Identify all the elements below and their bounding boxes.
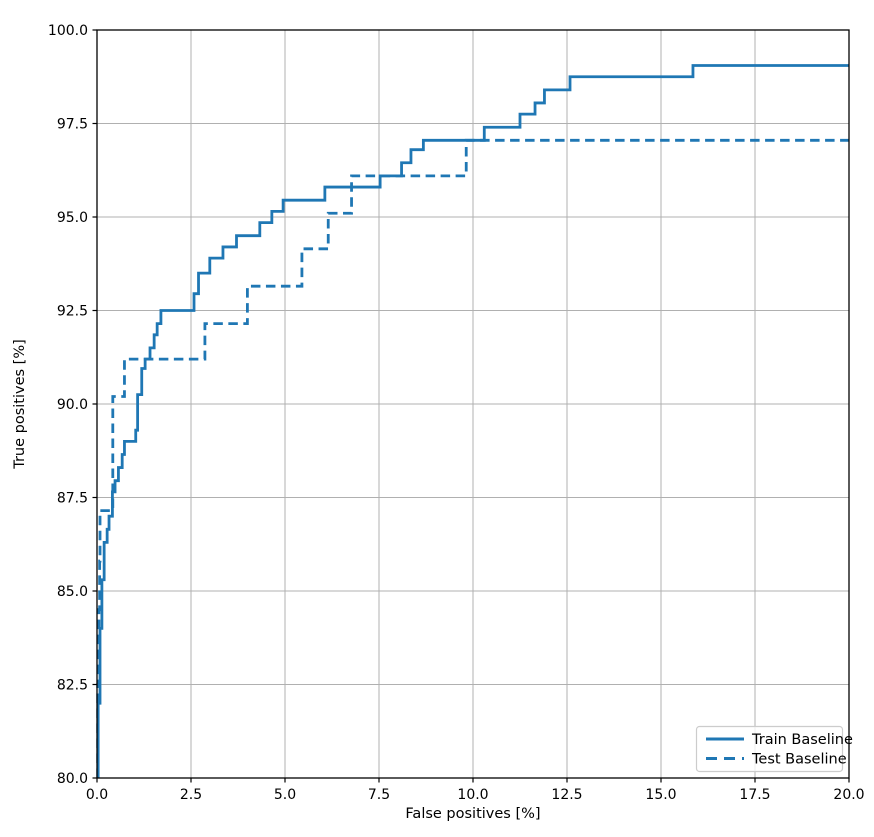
- y-tick-label: 97.5: [57, 117, 88, 133]
- x-tick-label: 0.0: [86, 787, 108, 803]
- x-tick-label: 5.0: [274, 787, 296, 803]
- y-tick-label: 85.0: [57, 584, 88, 600]
- legend-label: Test Baseline: [751, 752, 847, 768]
- y-tick-label: 95.0: [57, 210, 88, 226]
- y-tick-label: 92.5: [57, 304, 88, 320]
- x-tick-label: 15.0: [645, 787, 676, 803]
- x-axis-label: False positives [%]: [405, 806, 540, 822]
- train-baseline-line: [96, 64, 849, 778]
- x-tick-label: 7.5: [368, 787, 390, 803]
- legend: Train Baseline Test Baseline: [695, 725, 853, 773]
- grid: [96, 29, 850, 779]
- x-tick-label: 2.5: [180, 787, 202, 803]
- y-tick-label: 90.0: [57, 397, 88, 413]
- test-baseline-line: [96, 138, 849, 778]
- y-tick-label: 87.5: [57, 491, 88, 507]
- y-axis-label: True positives [%]: [12, 339, 28, 470]
- x-tick-label: 20.0: [833, 787, 864, 803]
- y-tick-label: 82.5: [57, 678, 88, 694]
- series-layer: [96, 64, 849, 778]
- y-tick-label: 80.0: [57, 771, 88, 787]
- x-tick-label: 17.5: [739, 787, 770, 803]
- labels-layer: 0.0 2.5 5.0 7.5 10.0 12.5 15.0 17.5 20.0 80.0 82.5…: [12, 23, 865, 822]
- x-tick-label: 12.5: [551, 787, 582, 803]
- axes-layer: [92, 29, 850, 783]
- legend-label: Train Baseline: [751, 732, 853, 748]
- y-tick-label: 100.0: [48, 23, 88, 39]
- x-tick-label: 10.0: [457, 787, 488, 803]
